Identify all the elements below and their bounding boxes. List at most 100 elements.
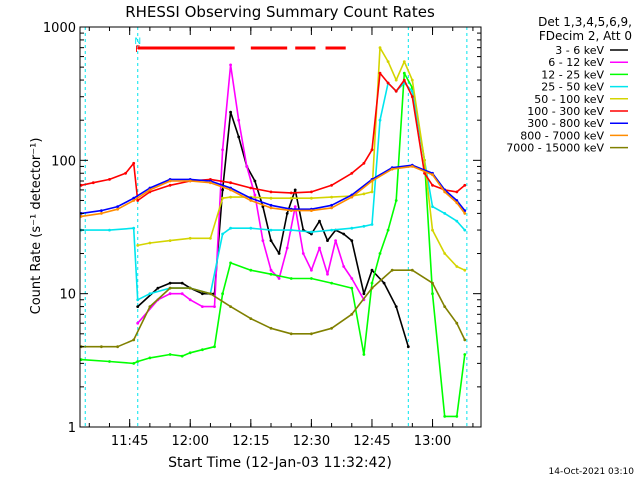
series-2-point-6 xyxy=(180,354,184,358)
series-5-point-25 xyxy=(431,183,434,187)
series-8-point-9 xyxy=(249,317,253,320)
series-5-point-22 xyxy=(402,78,406,82)
series-4-point-14 xyxy=(370,190,374,194)
series-0-point-0 xyxy=(136,305,140,308)
series-4-point-15 xyxy=(378,46,382,50)
series-3-point-22 xyxy=(410,89,414,93)
series-7-point-19 xyxy=(443,190,447,194)
series-line-6 xyxy=(81,164,466,215)
series-2-point-14 xyxy=(289,277,293,280)
series-0-point-8 xyxy=(229,110,233,114)
series-2-point-2 xyxy=(132,362,136,365)
series-8-point-13 xyxy=(330,326,333,330)
series-4-point-17 xyxy=(394,78,398,82)
x-axis-label: Start Time (12-Jan-03 11:32:42) xyxy=(168,455,392,471)
series-7-point-8 xyxy=(229,188,233,192)
series-4-point-0 xyxy=(136,244,140,247)
series-2-point-29 xyxy=(463,353,467,356)
series-0-point-28 xyxy=(406,345,410,349)
series-2-point-5 xyxy=(168,353,172,356)
series-5-point-4 xyxy=(132,161,136,165)
series-3-point-11 xyxy=(269,228,273,232)
legend: Det 1,3,4,5,6,9, FDecim 2, Att 0 3 - 6 k… xyxy=(506,15,632,155)
series-6-point-9 xyxy=(249,196,253,200)
series-2-point-4 xyxy=(148,356,152,360)
series-8-point-15 xyxy=(370,286,374,290)
series-0-point-18 xyxy=(310,232,313,236)
series-0-point-20 xyxy=(326,239,329,243)
series-4-point-1 xyxy=(148,241,152,245)
series-7-point-3 xyxy=(132,199,136,202)
series-7-point-13 xyxy=(330,206,333,210)
series-4-point-11 xyxy=(330,195,333,199)
series-4-point-6 xyxy=(229,195,233,199)
series-6-point-1 xyxy=(100,209,103,213)
y-tick-label-0: 1 xyxy=(68,421,76,436)
timestamp: 14-Oct-2021 03:10 xyxy=(549,467,635,477)
series-0-point-27 xyxy=(394,305,398,308)
series-1-point-21 xyxy=(334,239,337,243)
series-5-point-17 xyxy=(362,161,366,165)
series-6-point-2 xyxy=(116,205,119,209)
x-tick-label-2: 12:15 xyxy=(232,434,269,449)
series-2-point-13 xyxy=(269,272,273,276)
series-8-point-3 xyxy=(132,338,136,342)
series-3-point-25 xyxy=(443,212,447,215)
y-tick-label-3: 1000 xyxy=(43,21,76,36)
series-line-8 xyxy=(81,269,466,348)
series-2-point-19 xyxy=(370,281,374,285)
series-6-point-10 xyxy=(269,203,273,207)
series-2-point-26 xyxy=(431,292,434,296)
series-4-point-2 xyxy=(168,239,172,243)
series-4-point-18 xyxy=(402,60,406,63)
legend-label-4: 50 - 100 keV xyxy=(534,93,604,106)
series-4-point-5 xyxy=(221,196,225,200)
series-1-point-7 xyxy=(221,148,225,152)
series-8-point-20 xyxy=(455,321,459,325)
series-0-point-2 xyxy=(168,281,172,285)
series-8-point-8 xyxy=(229,305,233,308)
series-1-point-19 xyxy=(318,246,321,250)
series-7-point-12 xyxy=(310,209,313,213)
annotation-f: F xyxy=(135,45,140,55)
series-2-point-16 xyxy=(330,281,333,285)
series-3-point-16 xyxy=(362,224,366,228)
series-4-point-8 xyxy=(269,196,273,200)
series-2-point-9 xyxy=(213,345,216,349)
series-5-point-12 xyxy=(269,190,273,194)
series-8-point-2 xyxy=(116,345,119,349)
x-tick-label-5: 13:00 xyxy=(414,434,451,449)
series-3-point-17 xyxy=(370,223,374,226)
plot-frame xyxy=(79,26,482,428)
series-1-point-2 xyxy=(168,292,172,296)
legend-label-3: 25 - 50 keV xyxy=(541,81,604,94)
series-5-point-0 xyxy=(80,183,83,187)
series-3-point-18 xyxy=(378,118,382,122)
x-tick-label-1: 12:00 xyxy=(172,434,209,449)
series-8-point-1 xyxy=(100,345,103,349)
series-8-point-21 xyxy=(463,338,467,342)
x-tick-label-4: 12:45 xyxy=(353,434,390,449)
series-5-point-16 xyxy=(350,171,354,175)
series-4-point-23 xyxy=(455,265,459,268)
series-1-point-14 xyxy=(277,277,281,280)
series-5-point-14 xyxy=(310,190,313,194)
series-line-3 xyxy=(81,82,466,301)
annotation-n: N xyxy=(134,37,141,47)
series-2-point-10 xyxy=(221,292,225,296)
series-5-point-19 xyxy=(378,71,382,75)
series-8-point-7 xyxy=(209,292,212,296)
legend-label-6: 300 - 800 keV xyxy=(527,117,604,130)
series-3-point-15 xyxy=(350,226,354,230)
series-3-point-1 xyxy=(108,228,111,232)
series-8-point-10 xyxy=(269,326,273,330)
series-0-point-9 xyxy=(237,135,241,139)
series-5-point-7 xyxy=(168,183,172,187)
series-3-point-2 xyxy=(132,226,136,230)
series-2-point-18 xyxy=(362,353,366,356)
series-7-point-2 xyxy=(116,207,119,211)
series-0-point-14 xyxy=(277,252,281,255)
series-7-point-6 xyxy=(188,179,192,183)
series-0-point-22 xyxy=(342,232,346,236)
series-8-point-6 xyxy=(188,286,192,290)
